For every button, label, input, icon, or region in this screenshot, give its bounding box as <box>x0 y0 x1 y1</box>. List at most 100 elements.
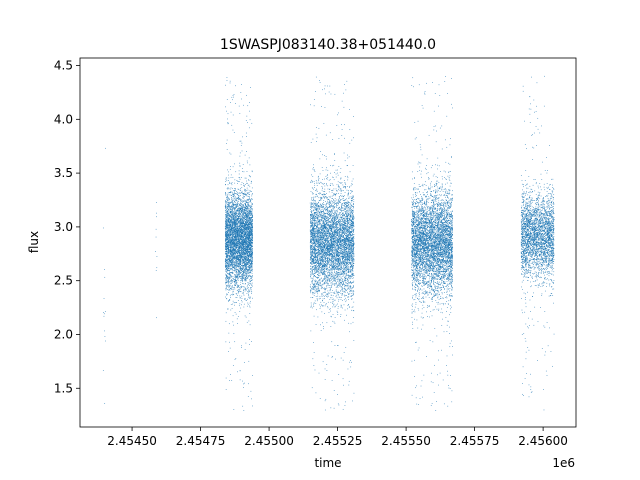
data-point <box>228 247 229 248</box>
data-point <box>241 242 242 244</box>
data-point <box>235 171 237 173</box>
data-point <box>243 204 245 206</box>
data-point <box>236 221 238 223</box>
data-point <box>246 262 248 264</box>
data-point <box>242 221 243 223</box>
data-point <box>247 291 248 293</box>
data-point <box>226 285 228 287</box>
data-point <box>245 283 246 284</box>
data-point <box>228 276 229 278</box>
data-point <box>244 249 246 250</box>
data-point <box>237 259 239 260</box>
data-point <box>230 259 232 261</box>
data-point <box>227 199 229 201</box>
data-point <box>239 233 240 235</box>
data-point <box>242 282 243 284</box>
data-point <box>240 275 242 277</box>
data-point <box>250 264 251 265</box>
data-point <box>226 180 228 182</box>
data-point <box>233 205 234 206</box>
data-point <box>229 246 231 248</box>
data-point <box>236 290 238 292</box>
data-point <box>232 242 234 244</box>
data-point <box>239 261 241 263</box>
data-point <box>234 216 236 217</box>
data-point <box>236 273 237 275</box>
data-point <box>245 227 247 229</box>
data-point <box>243 271 245 272</box>
data-point <box>156 256 158 257</box>
data-point <box>249 238 251 239</box>
data-point <box>230 174 232 176</box>
data-point <box>245 255 246 257</box>
data-point <box>235 217 237 219</box>
data-point <box>228 323 230 325</box>
data-point <box>226 298 228 300</box>
data-point <box>247 235 249 237</box>
data-point <box>249 230 251 232</box>
data-point <box>241 150 243 152</box>
data-point <box>226 275 228 276</box>
data-point <box>237 220 239 221</box>
data-point <box>226 268 227 270</box>
data-point <box>229 214 230 215</box>
data-point <box>236 281 238 283</box>
data-point <box>224 260 226 262</box>
data-point <box>231 275 233 277</box>
data-point <box>231 268 232 270</box>
data-point <box>252 236 253 238</box>
data-point <box>225 251 227 253</box>
data-point <box>245 267 246 269</box>
data-point <box>229 269 230 271</box>
data-point <box>245 216 247 217</box>
data-point <box>238 195 239 197</box>
data-point <box>236 215 238 217</box>
data-point <box>238 218 239 220</box>
data-point <box>252 233 253 234</box>
data-point <box>244 258 246 260</box>
data-point <box>244 233 246 235</box>
data-point <box>251 277 252 279</box>
data-point <box>229 275 230 277</box>
data-point <box>237 201 239 202</box>
data-point <box>246 238 248 240</box>
data-point <box>239 295 241 297</box>
data-point <box>233 221 234 223</box>
data-point <box>228 267 230 269</box>
data-point <box>241 304 242 306</box>
data-point <box>226 149 228 150</box>
data-point <box>232 278 234 279</box>
data-point <box>248 228 249 230</box>
data-point <box>251 270 253 272</box>
data-point <box>240 288 242 290</box>
data-point <box>233 218 234 220</box>
data-point <box>245 177 247 179</box>
data-point <box>241 210 242 212</box>
data-point <box>244 245 246 247</box>
data-point <box>232 230 234 232</box>
data-point <box>234 196 236 198</box>
data-point <box>240 235 242 236</box>
data-point <box>246 260 247 262</box>
data-point <box>227 203 229 205</box>
data-point <box>244 229 246 231</box>
data-point <box>246 254 248 255</box>
data-point <box>229 181 230 183</box>
data-point <box>235 246 236 248</box>
data-point <box>237 263 238 265</box>
data-point <box>239 296 241 298</box>
data-point <box>242 193 244 194</box>
data-point <box>252 269 253 270</box>
data-point <box>229 218 230 219</box>
data-point <box>242 286 244 288</box>
data-point <box>229 271 230 273</box>
data-point <box>238 212 240 214</box>
data-point <box>231 229 233 231</box>
data-point <box>241 236 243 238</box>
data-point <box>240 244 242 246</box>
data-point <box>240 145 242 146</box>
data-point <box>232 247 234 249</box>
data-point <box>241 243 243 245</box>
data-point <box>244 277 246 279</box>
data-point <box>244 259 246 261</box>
